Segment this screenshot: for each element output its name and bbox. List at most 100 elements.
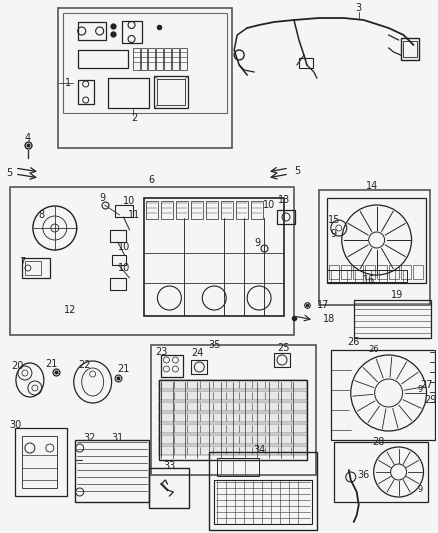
Bar [58,8,232,148]
Bar [145,198,284,316]
Text: 32: 32 [84,433,96,443]
Bar [251,201,263,219]
Text: 15: 15 [328,215,340,225]
Bar [327,270,406,282]
Text: 2: 2 [131,113,138,123]
Bar [141,48,148,70]
Text: 9: 9 [418,486,423,495]
Bar [401,265,410,279]
Bar [78,80,94,104]
Text: 1: 1 [65,78,71,88]
Bar [63,13,227,113]
Text: 33: 33 [163,461,176,471]
Bar [413,265,423,279]
Text: 25: 25 [278,343,290,353]
Text: 27: 27 [420,380,433,390]
Bar [299,58,313,68]
Text: 10: 10 [124,196,136,206]
Bar [334,442,428,502]
Bar [78,50,127,68]
Bar [177,201,188,219]
Text: 17: 17 [317,300,329,310]
Bar [164,48,171,70]
Bar [159,380,307,460]
Text: 9: 9 [418,385,423,394]
Bar [152,345,316,475]
Text: 12: 12 [64,305,76,315]
Text: 36: 36 [357,470,370,480]
Text: 7: 7 [19,257,25,267]
Bar [217,458,259,476]
Text: 14: 14 [366,181,378,191]
Bar [159,402,307,411]
Text: 23: 23 [155,347,168,357]
Bar [209,452,317,530]
Bar [112,255,126,265]
Bar [173,48,180,70]
Bar [122,21,141,43]
Bar [155,76,188,108]
Text: 21: 21 [117,364,130,374]
Bar [10,187,294,335]
Text: 10: 10 [118,242,131,252]
Text: 4: 4 [25,133,31,143]
Text: 26: 26 [368,345,379,354]
Bar [401,38,419,60]
Text: 28: 28 [372,437,385,447]
Bar [274,353,290,367]
Text: 9: 9 [254,238,260,248]
Bar [133,48,140,70]
Bar [319,190,431,305]
Text: 13: 13 [278,195,290,205]
Bar [214,480,312,524]
Bar [15,428,67,496]
Bar [377,265,387,279]
Text: 30: 30 [9,420,21,430]
Text: 35: 35 [208,340,220,350]
Bar [159,391,307,400]
Bar [191,360,207,374]
Bar [159,413,307,422]
Text: 9: 9 [331,229,337,239]
Bar [110,230,126,242]
Bar [206,201,218,219]
Bar [25,261,41,275]
Text: 5: 5 [294,166,300,176]
Text: 26: 26 [348,337,360,347]
Bar [329,265,339,279]
Text: 3: 3 [356,3,362,13]
Bar [354,300,431,338]
Bar [327,198,427,283]
Bar [22,258,50,278]
Text: 20: 20 [11,361,23,371]
Bar [191,201,203,219]
Bar [331,350,435,440]
Bar [159,380,307,389]
Text: 16: 16 [363,275,375,285]
Bar [341,265,351,279]
Bar [365,265,374,279]
Bar [78,22,106,40]
Text: 5: 5 [6,168,12,178]
Bar [110,278,126,290]
Bar [22,436,57,488]
Bar [236,201,248,219]
Text: 31: 31 [111,433,124,443]
Bar [159,446,307,455]
Bar [162,355,184,377]
Bar [156,48,163,70]
Bar [180,48,187,70]
Bar [115,205,133,217]
Text: 19: 19 [391,290,403,300]
Text: 21: 21 [46,359,58,369]
Bar [277,210,295,224]
Text: 11: 11 [128,210,141,220]
Text: 8: 8 [39,210,45,220]
Text: 6: 6 [148,175,155,185]
Bar [389,265,399,279]
Text: 10: 10 [118,263,131,273]
Text: 9: 9 [99,193,106,203]
Bar [403,41,417,57]
Bar [149,468,189,508]
Text: 34: 34 [253,445,265,455]
